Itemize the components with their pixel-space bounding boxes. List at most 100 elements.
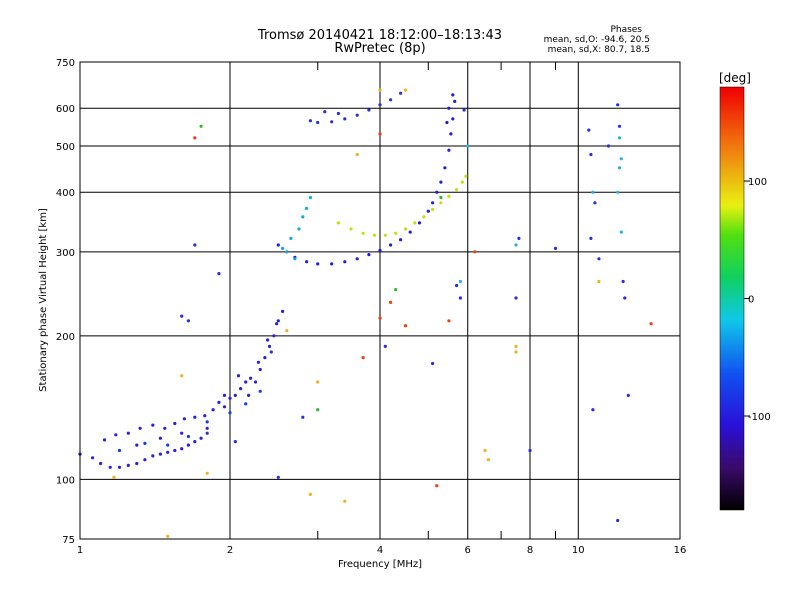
data-point — [431, 201, 435, 205]
data-point — [403, 227, 408, 231]
data-point — [316, 262, 320, 266]
data-point — [394, 288, 398, 292]
data-point — [293, 257, 297, 261]
data-point — [455, 188, 459, 192]
data-point — [297, 227, 301, 231]
data-point — [462, 108, 466, 112]
data-point — [323, 110, 327, 114]
data-point — [435, 190, 439, 194]
data-point — [431, 361, 435, 366]
data-point — [308, 195, 312, 200]
data-point — [606, 144, 611, 148]
chart-title: Tromsø 20140421 18:12:00–18:13:43 — [257, 28, 503, 43]
data-point — [289, 236, 293, 240]
data-point — [403, 324, 408, 328]
data-point — [399, 91, 403, 95]
data-point — [514, 344, 518, 348]
data-point — [443, 166, 447, 170]
data-point — [193, 440, 197, 444]
data-point — [591, 408, 595, 412]
data-point — [514, 296, 518, 300]
data-point — [458, 296, 462, 300]
data-point — [258, 367, 262, 372]
data-point — [173, 421, 177, 426]
data-point — [399, 238, 403, 242]
colorbar-unit: [deg] — [719, 71, 751, 85]
x-tick-label: 10 — [572, 545, 585, 556]
data-point — [464, 174, 468, 178]
data-point — [199, 124, 203, 128]
data-point — [285, 250, 289, 254]
data-point — [336, 221, 340, 225]
data-point — [244, 380, 248, 384]
colorbar — [719, 86, 745, 511]
x-tick-label: 2 — [227, 545, 233, 556]
data-point — [403, 88, 408, 92]
data-point — [367, 253, 371, 257]
data-point — [193, 243, 197, 247]
data-point — [135, 461, 139, 466]
data-point — [126, 431, 130, 435]
data-point — [361, 231, 365, 235]
data-point — [447, 194, 451, 198]
data-point — [343, 117, 347, 121]
data-point — [389, 300, 393, 304]
data-point — [180, 314, 184, 318]
data-point — [336, 111, 340, 116]
data-point — [263, 356, 267, 360]
data-point — [233, 393, 237, 397]
data-point — [466, 144, 470, 148]
x-tick-label: 6 — [465, 545, 471, 556]
data-point — [422, 215, 426, 219]
data-point — [258, 389, 262, 393]
data-point — [553, 246, 558, 250]
phases-header: Phases — [610, 25, 642, 35]
data-point — [126, 463, 130, 467]
data-point — [285, 329, 289, 333]
data-point — [367, 108, 371, 112]
data-point — [108, 465, 112, 469]
data-point — [182, 417, 186, 421]
data-point — [426, 209, 430, 213]
y-tick-label: 600 — [56, 104, 75, 115]
data-point — [597, 257, 601, 261]
data-point — [616, 103, 620, 107]
data-point — [617, 136, 622, 140]
data-point — [617, 124, 622, 128]
phases-o-mode: mean, sd,O: -94.6, 20.5 — [543, 35, 650, 45]
data-point — [413, 221, 417, 225]
data-point — [166, 450, 170, 454]
colorbar-ticks: 100 0 -100 — [744, 177, 771, 423]
data-point — [233, 440, 237, 444]
data-point — [486, 458, 490, 462]
data-point — [163, 426, 167, 430]
data-point — [617, 166, 622, 170]
data-point — [449, 132, 453, 136]
data-point — [173, 448, 177, 453]
grid-layer — [80, 62, 680, 539]
data-point — [253, 380, 258, 384]
y-tick-label: 75 — [62, 535, 75, 546]
data-point — [276, 319, 280, 323]
data-point — [151, 423, 155, 427]
data-points-layer — [78, 88, 653, 538]
colorbar-tick-label: 0 — [748, 295, 754, 306]
data-point — [193, 136, 197, 140]
y-tick-label: 500 — [56, 142, 75, 153]
data-point — [272, 334, 276, 338]
data-point — [117, 465, 122, 469]
data-point — [343, 499, 347, 503]
data-point — [305, 206, 309, 210]
data-point — [439, 180, 443, 184]
data-point — [460, 180, 464, 184]
data-point — [143, 458, 147, 462]
data-point — [372, 233, 377, 237]
x-tick-label: 8 — [527, 545, 533, 556]
data-point — [447, 106, 451, 110]
data-point — [239, 387, 243, 391]
data-point — [378, 88, 382, 92]
data-point — [514, 243, 518, 247]
data-point — [205, 431, 209, 435]
data-point — [91, 456, 95, 460]
